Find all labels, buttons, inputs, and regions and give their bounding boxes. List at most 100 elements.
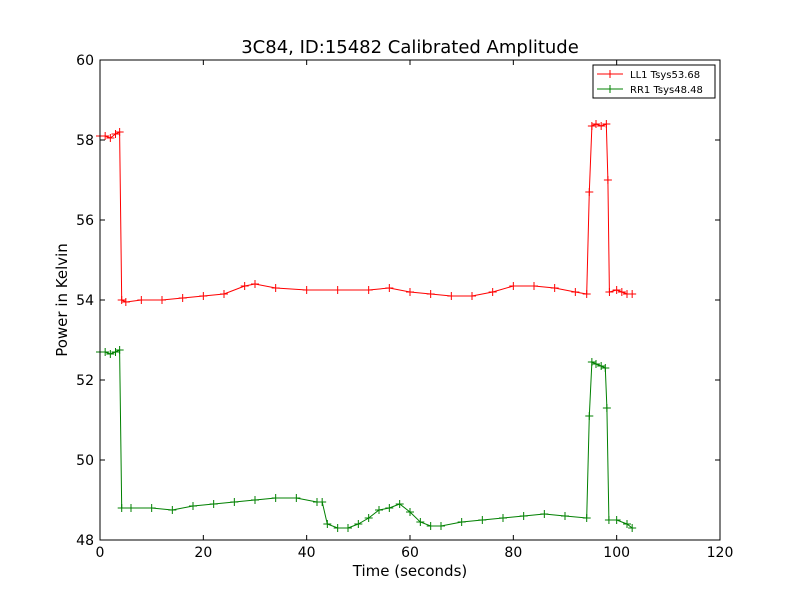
series-rr1-point xyxy=(437,522,445,530)
series-rr1-point xyxy=(344,524,352,532)
series-rr1-point xyxy=(612,516,621,524)
series-ll1-point xyxy=(571,288,580,296)
x-tick-label: 40 xyxy=(298,545,316,561)
series-rr1-point xyxy=(111,348,120,356)
series-ll1-point xyxy=(137,296,146,304)
y-tick-label: 56 xyxy=(76,213,94,229)
axis-ticks: 0 20 40 60 80 100 120 48 50 52 54 56 58 60 xyxy=(76,53,733,561)
series-ll1-point xyxy=(605,288,614,296)
series-rr1-point xyxy=(106,350,115,358)
series-ll1-point xyxy=(199,292,208,300)
x-axis-title: Time (seconds) xyxy=(352,562,468,580)
series-ll1-point xyxy=(406,288,414,296)
series-rr1-point xyxy=(168,506,177,514)
series-ll1-point xyxy=(550,284,559,292)
series-rr1-point xyxy=(561,512,569,520)
series-rr1-point xyxy=(209,500,218,508)
series-ll1-point xyxy=(488,288,497,296)
series-rr1-point xyxy=(457,518,466,526)
legend-box xyxy=(592,64,716,99)
series-rr1-point xyxy=(189,502,197,510)
series-rr1-point xyxy=(375,506,383,514)
series-ll1-point xyxy=(251,280,259,288)
series-rr1-point xyxy=(115,346,124,354)
series-ll1-point xyxy=(592,120,600,128)
series-rr1-point xyxy=(406,508,414,516)
legend-rr1-marker xyxy=(606,85,614,93)
series-rr1-point xyxy=(127,504,135,512)
series-rr1-point xyxy=(251,496,259,504)
series-ll1-point xyxy=(597,122,606,130)
series-ll1-point xyxy=(385,284,394,292)
series-rr1-point xyxy=(292,494,301,502)
series-rr1-point xyxy=(147,504,156,512)
series-rr1-point xyxy=(478,516,487,524)
series-ll1-point xyxy=(106,134,115,142)
series-rr1-point xyxy=(385,504,394,512)
series-ll1-point xyxy=(101,132,110,140)
series-rr1-point xyxy=(623,520,631,528)
series-rr1-point xyxy=(117,504,126,512)
series-rr1-point xyxy=(602,404,611,412)
series-rr1-point xyxy=(333,524,342,532)
series-ll1-point xyxy=(426,290,435,298)
series-ll1-point xyxy=(628,290,637,298)
series-rr1-point xyxy=(426,522,435,530)
series-ll1-point xyxy=(178,294,187,302)
series-ll1-point xyxy=(447,292,456,300)
series-ll1-point xyxy=(158,296,166,304)
series-ll1-point xyxy=(240,282,249,290)
series-rr1-point xyxy=(323,520,332,528)
series-ll1-point xyxy=(603,176,612,184)
legend-rr1-label: RR1 Tsys48.48 xyxy=(630,85,703,96)
series-rr1-point xyxy=(354,520,363,528)
series-ll1-point xyxy=(468,292,476,300)
series-rr1-point xyxy=(364,514,373,522)
chart-title: 3C84, ID:15482 Calibrated Amplitude xyxy=(241,37,579,58)
y-tick-label: 50 xyxy=(76,453,94,469)
series-rr1-point xyxy=(585,412,594,420)
series-ll1-point xyxy=(612,286,621,294)
series-ll1-point xyxy=(509,282,518,290)
series-layer xyxy=(96,120,637,532)
series-ll1-point xyxy=(111,130,120,138)
series-rr1-point xyxy=(271,494,280,502)
series-rr1-point xyxy=(582,514,591,522)
series-ll1-point xyxy=(530,282,538,290)
series-ll1-point xyxy=(115,128,124,136)
x-tick-label: 0 xyxy=(96,545,105,561)
series-rr1-point xyxy=(519,512,528,520)
series-rr1-point xyxy=(587,358,596,366)
series-rr1-point xyxy=(540,510,549,518)
series-rr1-point xyxy=(604,516,613,524)
series-rr1-point xyxy=(101,348,110,356)
series-rr1-point xyxy=(395,500,404,508)
y-axis-title: Power in Kelvin xyxy=(53,243,71,357)
series-ll1-point xyxy=(602,120,611,128)
series-ll1-point xyxy=(364,286,373,294)
legend-ll1-marker xyxy=(606,70,614,78)
series-rr1-point xyxy=(499,514,507,522)
series-ll1-point xyxy=(121,298,130,306)
series-rr1-point xyxy=(230,498,239,506)
legend: LL1 Tsys53.68 RR1 Tsys48.48 xyxy=(592,64,716,99)
x-tick-label: 60 xyxy=(401,545,419,561)
series-rr1-point xyxy=(628,524,637,532)
series-rr1-point xyxy=(318,498,327,506)
series-ll1-point xyxy=(117,296,126,304)
series-ll1-point xyxy=(582,290,591,298)
series-ll1-point xyxy=(220,290,228,298)
x-tick-label: 120 xyxy=(707,545,734,561)
series-ll1-point xyxy=(585,188,594,196)
legend-ll1-label: LL1 Tsys53.68 xyxy=(630,70,700,81)
series-ll1-point xyxy=(587,122,596,130)
y-tick-label: 54 xyxy=(76,293,94,309)
series-ll1-point xyxy=(617,288,626,296)
series-rr1-point xyxy=(597,362,606,370)
series-rr1-point xyxy=(592,360,600,368)
series-ll1-point xyxy=(271,284,280,292)
x-tick-label: 20 xyxy=(194,545,212,561)
x-tick-label: 100 xyxy=(603,545,630,561)
y-tick-label: 60 xyxy=(76,53,94,69)
